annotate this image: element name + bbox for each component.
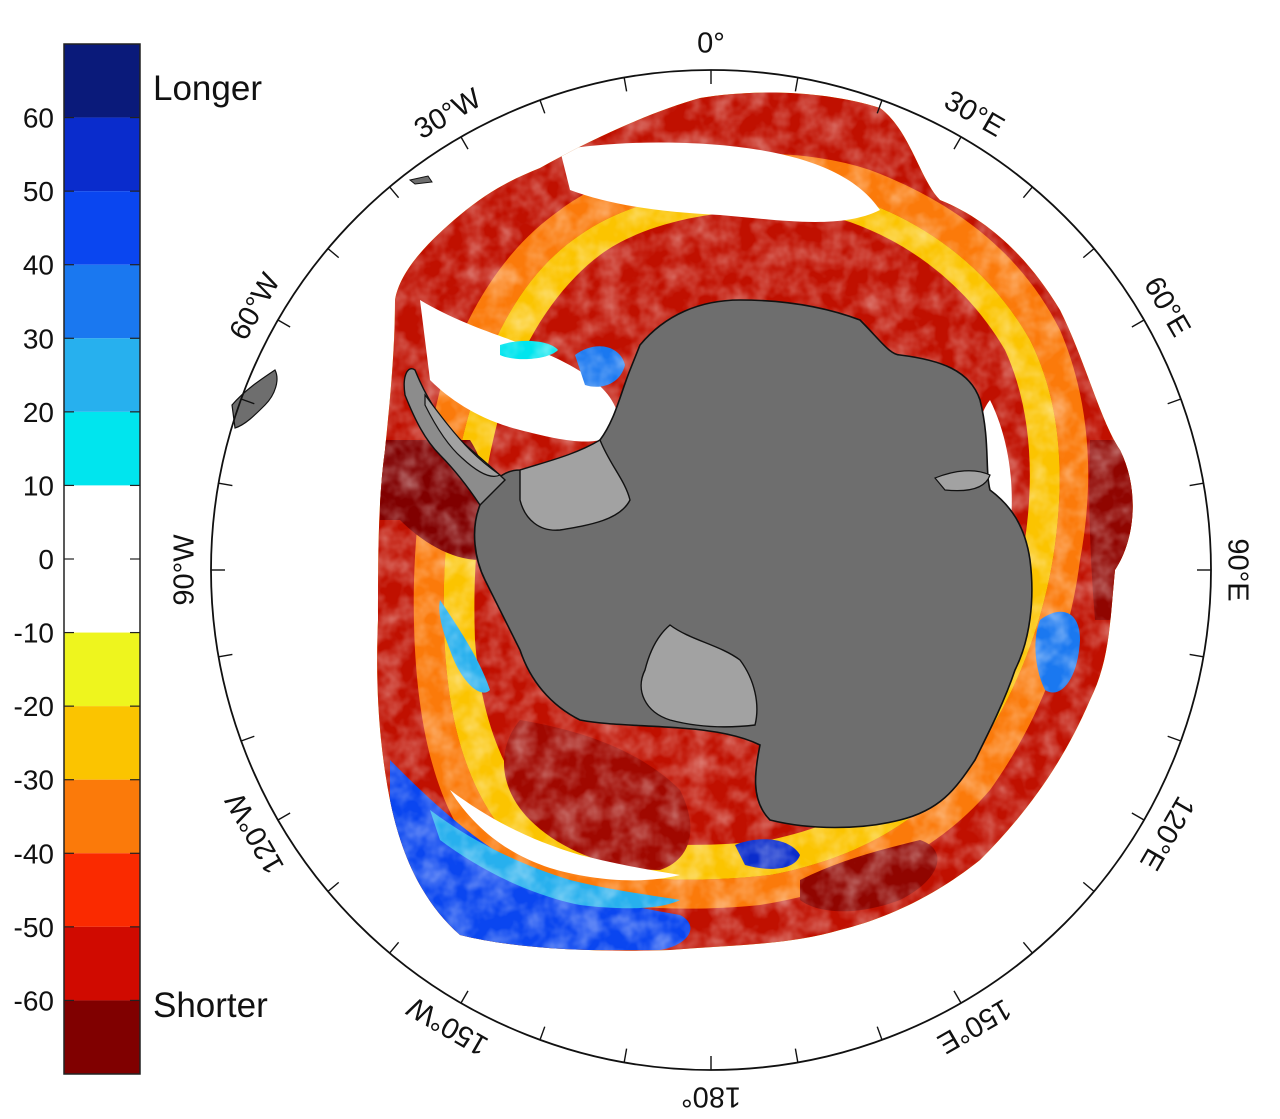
colorbar-band: [64, 117, 140, 192]
colorbar-tick-label: -10: [14, 618, 54, 649]
longitude-tick: [876, 99, 883, 114]
colorbar-bands: [64, 44, 140, 1074]
longitude-tick: [794, 77, 799, 92]
longitude-label: 30°W: [409, 82, 487, 146]
longitude-tick: [240, 735, 255, 742]
longitude-label: 0°: [697, 28, 725, 60]
longitude-tick: [953, 136, 962, 150]
colorbar-tick-label: 30: [23, 323, 54, 354]
longitude-tick: [1022, 186, 1033, 199]
longitude-tick: [1082, 881, 1095, 892]
longitude-tick: [1189, 653, 1204, 658]
colorbar-tick-label: 0: [38, 544, 54, 575]
colorbar-band: [64, 264, 140, 339]
longitude-ticks: [211, 70, 1211, 1070]
ronne-filchner-ice-shelf: [519, 438, 631, 531]
colorbar-band: [64, 411, 140, 486]
longitude-label: 120°W: [219, 787, 291, 879]
colorbar-tick-label: 40: [23, 250, 54, 281]
longitude-tick: [218, 482, 233, 487]
longitude-tick: [327, 881, 340, 892]
colorbar-band: [64, 853, 140, 927]
longitude-tick: [218, 653, 233, 658]
colorbar-band: [64, 191, 140, 265]
colorbar-band: [64, 632, 140, 707]
colorbar-band: [64, 1000, 140, 1074]
south-america-tip: [231, 369, 278, 429]
ross-ice-shelf: [640, 624, 758, 728]
south-georgia-island: [408, 175, 433, 185]
polar-map: 0° 30°E 60°E 90°E 120°E 150°E 180° 150°W 120°W 90…: [169, 28, 1254, 1113]
colorbar-tick-label: -20: [14, 691, 54, 722]
longitude-tick: [539, 99, 546, 114]
colorbar-tick-label: 60: [23, 103, 54, 134]
longitude-tick: [460, 136, 469, 150]
colorbar-tick-label: -50: [14, 912, 54, 943]
longitude-tick: [953, 990, 962, 1004]
antarctica-land: [473, 299, 1033, 829]
longitude-tick: [1082, 248, 1095, 259]
longitude-tick: [1167, 398, 1182, 405]
longitude-tick: [327, 248, 340, 259]
longitude-tick: [623, 77, 628, 92]
colorbar-tick-label: 50: [23, 176, 54, 207]
longitude-tick: [389, 186, 400, 199]
colorbar-band: [64, 485, 140, 633]
colorbar-band: [64, 779, 140, 854]
colorbar-band: [64, 706, 140, 780]
longitude-label: 150°W: [401, 990, 493, 1062]
colorbar-band: [64, 338, 140, 412]
longitude-tick: [1167, 735, 1182, 742]
colorbar: 60 50 40 30 20 10 0 -10 -20 -30 -40 -50 -60 Longer S…: [14, 43, 268, 1075]
amery-ice-shelf: [934, 470, 991, 492]
longitude-tick: [240, 398, 255, 405]
colorbar-tick-label: 20: [23, 397, 54, 428]
longitude-tick: [460, 990, 469, 1004]
colorbar-band: [64, 44, 140, 118]
longitude-tick: [277, 812, 291, 821]
longitude-tick: [794, 1048, 799, 1063]
colorbar-tick-label: -40: [14, 838, 54, 869]
colorbar-top-label: Longer: [153, 69, 262, 108]
larsen-ice-shelf: [424, 393, 502, 477]
longitude-tick: [1131, 319, 1145, 328]
longitude-label: 120°E: [1133, 791, 1200, 876]
longitude-tick: [277, 319, 291, 328]
colorbar-tick-label: -30: [14, 765, 54, 796]
colorbar-ticks: [64, 116, 140, 1002]
longitude-label: 60°W: [223, 267, 287, 345]
colorbar-band: [64, 926, 140, 1001]
longitude-tick: [1189, 482, 1204, 487]
colorbar-tick-labels: 60 50 40 30 20 10 0 -10 -20 -30 -40 -50 -60: [14, 103, 54, 1017]
longitude-tick: [1131, 812, 1145, 821]
longitude-tick: [623, 1048, 628, 1063]
colorbar-tick-label: -60: [14, 985, 54, 1016]
longitude-label: 150°E: [932, 992, 1017, 1059]
longitude-tick: [539, 1026, 546, 1041]
longitude-label: 30°E: [939, 84, 1010, 143]
longitude-label: 180°: [681, 1080, 741, 1112]
longitude-label: 90°E: [1221, 538, 1253, 601]
colorbar-tick-label: 10: [23, 470, 54, 501]
longitude-tick: [876, 1026, 883, 1041]
longitude-tick: [1022, 941, 1033, 954]
longitude-label: 90°W: [169, 534, 201, 606]
longitude-tick: [389, 941, 400, 954]
longitude-label: 60°E: [1137, 271, 1196, 342]
colorbar-bottom-label: Shorter: [153, 986, 268, 1025]
